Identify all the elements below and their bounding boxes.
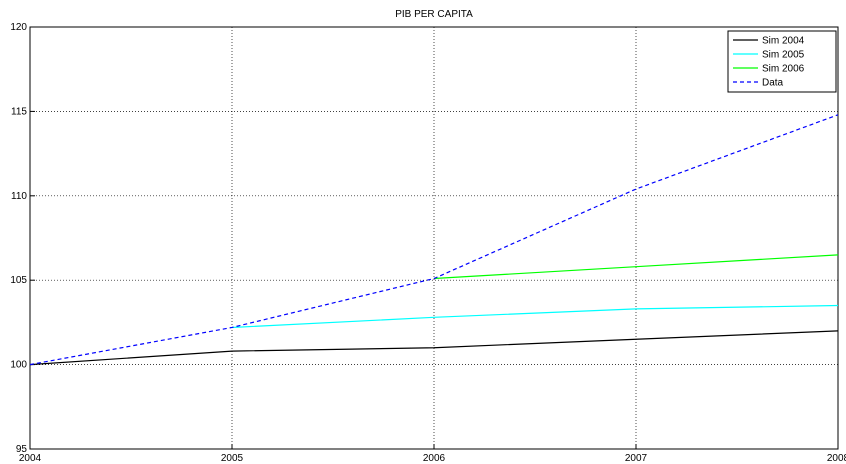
x-tick-label: 2005 (221, 453, 244, 464)
y-tick-label: 120 (10, 22, 27, 33)
y-tick-label: 110 (11, 191, 27, 202)
y-tick-label: 105 (10, 275, 27, 286)
x-tick-label: 2004 (19, 453, 42, 464)
legend-label: Sim 2004 (762, 36, 805, 47)
x-tick-label: 2007 (625, 453, 648, 464)
legend-label: Data (762, 78, 784, 89)
chart-title: PIB PER CAPITA (395, 9, 473, 20)
x-tick-label: 2008 (827, 453, 846, 464)
series-line (29, 114, 839, 366)
plot-frame (29, 26, 839, 450)
y-tick-label: 95 (16, 444, 28, 455)
y-tick-label: 100 (10, 360, 27, 371)
x-tick-label: 2006 (423, 453, 446, 464)
legend-box (727, 30, 837, 93)
series-line (433, 254, 839, 280)
series-line (29, 330, 839, 366)
series-line (231, 304, 839, 329)
legend: Sim 2004 Sim 2005 Sim 2006 Data (727, 30, 837, 93)
y-tick-label: 115 (11, 106, 27, 117)
legend-label: Sim 2005 (762, 50, 805, 61)
legend-label: Sim 2006 (762, 64, 805, 75)
